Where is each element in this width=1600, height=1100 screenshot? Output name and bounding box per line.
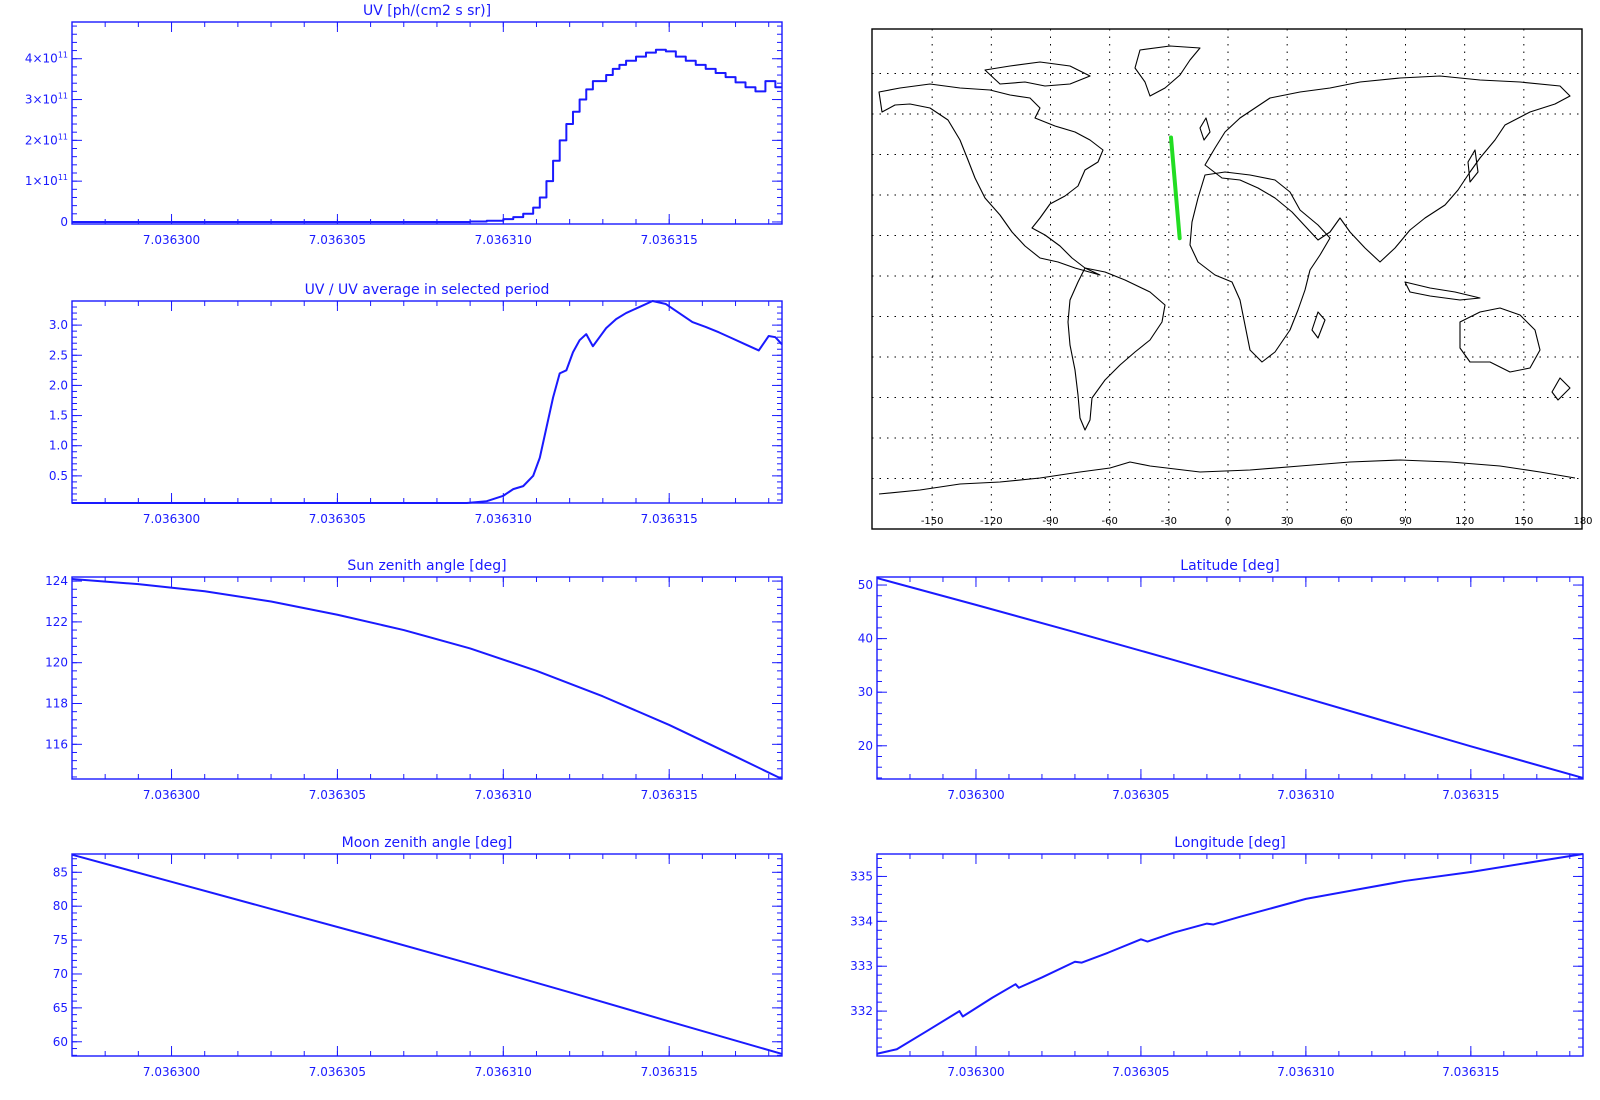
uvnorm-xtick-label: 7.036300: [143, 512, 200, 526]
lon-ytick-label: 335: [850, 869, 873, 883]
map-xtick-label: 150: [1514, 516, 1533, 527]
plot-panels: UV [ph/(cm2 s sr)] 0 1×1011 2×1011 3×1011 4×1…: [25, 3, 1584, 1079]
map-xtick-label: 30: [1281, 516, 1294, 527]
lon-ytick-label: 334: [850, 914, 873, 928]
lat-title: Latitude [deg]: [1180, 558, 1279, 574]
mza-ytick-label: 70: [53, 967, 68, 981]
uvnorm-ytick-label: 0.5: [49, 469, 68, 483]
uvnorm-series-line: [72, 300, 783, 504]
map-xtick-label: 0: [1225, 516, 1231, 527]
sza-xtick-label: 7.036305: [309, 788, 366, 802]
coastlines: [878, 45, 1576, 495]
sza-panel: Sun zenith angle [deg] 116 118 120 122 124 7.0…: [45, 558, 783, 802]
mza-xtick-label: 7.036310: [475, 1065, 532, 1079]
lon-xtick-label: 7.036310: [1277, 1065, 1334, 1079]
lon-ytick-label: 332: [850, 1004, 873, 1018]
uv-ytick-label: 1×1011: [25, 173, 68, 188]
sza-xtick-label: 7.036310: [475, 788, 532, 802]
uvnorm-xtick-label: 7.036310: [475, 512, 532, 526]
uvnorm-panel: UV / UV average in selected period 0.5 1.0…: [49, 282, 783, 526]
uvnorm-xtick-label: 7.036315: [641, 512, 698, 526]
lat-xtick-label: 7.036300: [947, 788, 1004, 802]
sza-ytick-label: 124: [45, 574, 68, 588]
map-longitude-labels: -150 -120 -90 -60 -30 0 30 60 90 120 150 180: [921, 516, 1593, 527]
map-xtick-label: 60: [1340, 516, 1353, 527]
lat-xtick-label: 7.036305: [1112, 788, 1169, 802]
lon-axes-frame: [876, 853, 1584, 1057]
mza-xtick-label: 7.036315: [641, 1065, 698, 1079]
mza-ytick-label: 80: [53, 899, 68, 913]
sza-ytick-label: 118: [45, 697, 68, 711]
lat-panel: Latitude [deg] 20 30 40 50 7.036300 7.036305 7.…: [858, 558, 1584, 802]
ground-track-map: -150 -120 -90 -60 -30 0 30 60 90 120 150 180: [871, 28, 1593, 530]
mza-series-line: [71, 853, 783, 1055]
mza-ytick-label: 85: [53, 865, 68, 879]
map-frame: [871, 28, 1583, 530]
uv-panel: UV [ph/(cm2 s sr)] 0 1×1011 2×1011 3×1011 4×1…: [25, 3, 783, 247]
lat-ytick-label: 50: [858, 578, 873, 592]
mza-xtick-label: 7.036300: [143, 1065, 200, 1079]
lat-ytick-label: 40: [858, 632, 873, 646]
uv-series-line: [72, 48, 782, 223]
uv-ytick-label: 3×1011: [25, 92, 68, 107]
map-xtick-label: 120: [1455, 516, 1474, 527]
mza-title: Moon zenith angle [deg]: [342, 835, 513, 851]
lat-xtick-label: 7.036315: [1442, 788, 1499, 802]
lon-xtick-label: 7.036300: [947, 1065, 1004, 1079]
sza-xtick-label: 7.036315: [641, 788, 698, 802]
lon-series-line: [876, 853, 1584, 1055]
uv-xtick-label: 7.036310: [475, 233, 532, 247]
lon-xtick-label: 7.036305: [1112, 1065, 1169, 1079]
sza-ytick-label: 122: [45, 615, 68, 629]
uvnorm-title: UV / UV average in selected period: [305, 282, 550, 298]
uvnorm-ytick-label: 2.5: [49, 348, 68, 362]
lat-ytick-label: 30: [858, 685, 873, 699]
sza-xtick-label: 7.036300: [143, 788, 200, 802]
ground-track-line: [1169, 135, 1182, 241]
lon-title: Longitude [deg]: [1174, 835, 1285, 851]
uv-ytick-label: 4×1011: [25, 51, 68, 66]
map-xtick-label: -120: [980, 516, 1003, 527]
lon-ytick-label: 333: [850, 959, 873, 973]
mza-ytick-label: 75: [53, 933, 68, 947]
uv-axes-frame: [71, 21, 783, 225]
lat-axes-frame: [876, 576, 1584, 780]
map-grid: [872, 29, 1582, 529]
sza-title: Sun zenith angle [deg]: [347, 558, 506, 574]
map-xtick-label: -150: [921, 516, 944, 527]
map-xtick-label: -60: [1101, 516, 1117, 527]
mza-axes-frame: [71, 853, 783, 1057]
lat-xtick-label: 7.036310: [1277, 788, 1334, 802]
uv-ytick-label: 2×1011: [25, 132, 68, 147]
mza-panel: Moon zenith angle [deg] 60 65 70 75 80 85 7.036…: [53, 835, 783, 1079]
uv-xtick-label: 7.036305: [309, 233, 366, 247]
mza-ytick-label: 60: [53, 1035, 68, 1049]
mza-xtick-label: 7.036305: [309, 1065, 366, 1079]
lon-xtick-label: 7.036315: [1442, 1065, 1499, 1079]
map-xtick-label: 180: [1573, 516, 1592, 527]
lat-ytick-label: 20: [858, 739, 873, 753]
sza-axes-frame: [71, 576, 783, 780]
uv-title: UV [ph/(cm2 s sr)]: [363, 3, 491, 19]
lat-series-line: [876, 577, 1584, 779]
uvnorm-ytick-label: 3.0: [49, 318, 68, 332]
sza-ytick-label: 120: [45, 656, 68, 670]
uvnorm-ytick-label: 1.5: [49, 409, 68, 423]
sza-ytick-label: 116: [45, 737, 68, 751]
uv-xtick-label: 7.036300: [143, 233, 200, 247]
map-xtick-label: -90: [1042, 516, 1058, 527]
uv-xtick-label: 7.036315: [641, 233, 698, 247]
uvnorm-ytick-label: 2.0: [49, 378, 68, 392]
lon-panel: Longitude [deg] 332 333 334 335 7.036300 7.036…: [850, 835, 1584, 1079]
uvnorm-axes-frame: [71, 300, 783, 504]
map-xtick-label: 90: [1399, 516, 1412, 527]
mza-ytick-label: 65: [53, 1001, 68, 1015]
sza-series-line: [71, 578, 783, 780]
uv-ytick-label: 0: [60, 215, 68, 229]
uvnorm-xtick-label: 7.036305: [309, 512, 366, 526]
map-xtick-label: -30: [1161, 516, 1177, 527]
uvnorm-ytick-label: 1.0: [49, 439, 68, 453]
